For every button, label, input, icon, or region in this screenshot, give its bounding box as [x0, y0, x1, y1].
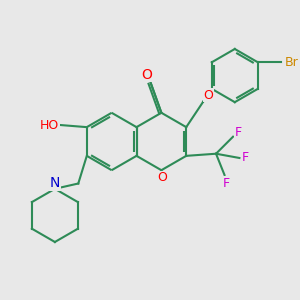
Text: O: O [158, 171, 167, 184]
Text: Br: Br [285, 56, 299, 69]
Text: HO: HO [40, 118, 59, 131]
Text: O: O [141, 68, 152, 82]
Text: F: F [242, 152, 249, 164]
Text: O: O [204, 89, 214, 102]
Text: F: F [235, 126, 242, 139]
Text: F: F [223, 177, 230, 190]
Text: N: N [50, 176, 60, 190]
